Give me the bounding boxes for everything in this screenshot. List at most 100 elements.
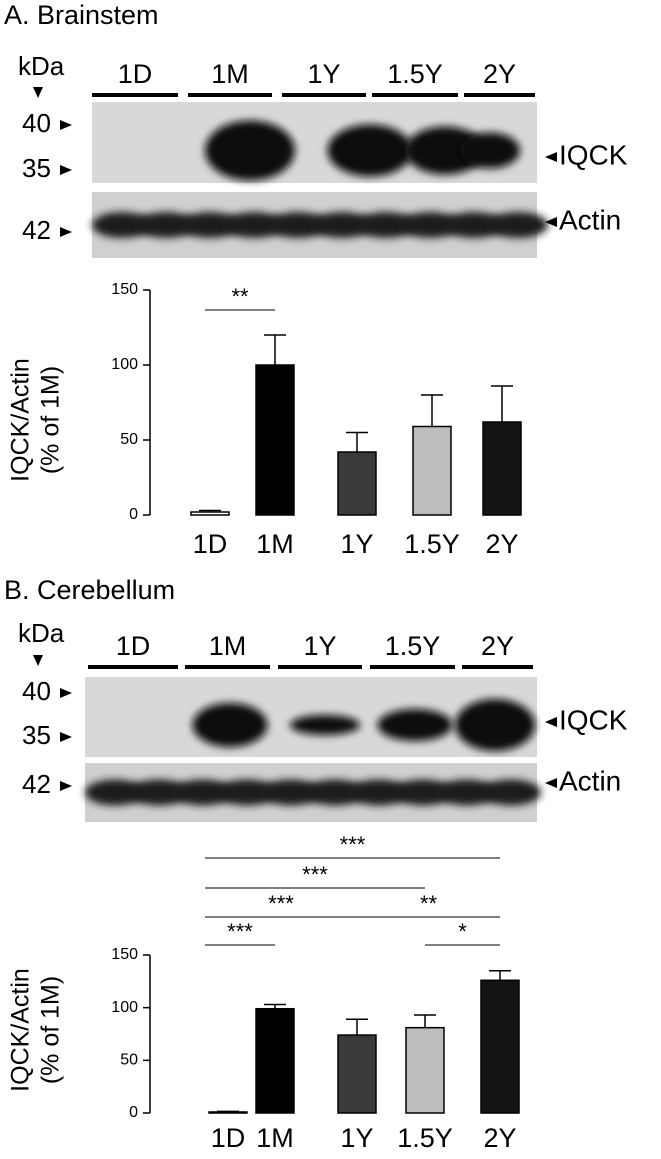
band-arrow xyxy=(545,717,557,727)
blot-unit: kDa xyxy=(18,618,65,648)
y-axis-label: IQCK/Actin xyxy=(7,358,35,482)
error-bar xyxy=(346,1018,368,1036)
blot-band xyxy=(261,779,321,806)
x-tick-label: 1.5Y xyxy=(404,529,460,559)
x-tick-label: 2Y xyxy=(483,1123,516,1153)
error-bar xyxy=(489,970,511,981)
lane-label: 1Y xyxy=(303,631,336,661)
error-bar xyxy=(264,1003,286,1009)
x-tick-label: 1M xyxy=(256,1123,294,1153)
marker-label: 35 xyxy=(22,720,51,750)
blot-band xyxy=(405,126,485,175)
y-axis-label: IQCK/Actin xyxy=(7,968,35,1092)
significance-label: *** xyxy=(302,862,328,887)
blot-band xyxy=(455,699,535,751)
y-tick-label: 0 xyxy=(129,1104,138,1121)
lane-label: 1D xyxy=(116,631,151,661)
x-tick-label: 1Y xyxy=(340,1123,373,1153)
panel-title: A. Brainstem xyxy=(4,0,159,30)
significance-label: *** xyxy=(268,891,294,916)
blot-band xyxy=(444,212,504,238)
y-tick-label: 150 xyxy=(111,946,138,963)
blot-band xyxy=(192,703,268,747)
blot-band xyxy=(312,212,372,238)
bar xyxy=(190,511,230,516)
marker-label: 40 xyxy=(22,676,51,706)
lane-label: 1M xyxy=(209,631,247,661)
x-tick-label: 1Y xyxy=(340,529,373,559)
marker-label: 35 xyxy=(22,153,51,183)
blot-band xyxy=(217,779,277,806)
x-tick-label: 1D xyxy=(193,529,228,559)
error-bar xyxy=(217,1110,239,1113)
x-tick-label: 1D xyxy=(211,1123,246,1153)
x-tick-label: 1M xyxy=(256,529,294,559)
blot-band xyxy=(85,779,145,806)
marker-arrow xyxy=(60,227,72,237)
y-tick-label: 0 xyxy=(129,506,138,523)
bar xyxy=(480,979,520,1114)
significance-label: *** xyxy=(340,832,366,857)
blot-band xyxy=(460,132,520,169)
x-tick-label: 2Y xyxy=(485,529,518,559)
lane-label: 1Y xyxy=(307,59,340,89)
error-bar xyxy=(346,431,368,452)
blot-band xyxy=(400,212,460,238)
band-label: IQCK xyxy=(559,139,628,170)
blot-band xyxy=(129,779,189,806)
lane-label: 1.5Y xyxy=(387,59,443,89)
blot-band xyxy=(224,212,284,238)
blot-band xyxy=(393,779,453,806)
y-tick-label: 50 xyxy=(120,431,138,448)
significance-label: ** xyxy=(420,891,438,916)
marker-arrow xyxy=(60,781,72,791)
error-bar xyxy=(491,385,513,422)
lane-label: 2Y xyxy=(483,59,516,89)
band-label: Actin xyxy=(559,765,621,796)
blot-band xyxy=(488,212,548,238)
blot-band xyxy=(173,779,233,806)
blot-band xyxy=(268,212,328,238)
bar xyxy=(337,1034,377,1114)
lane-label: 2Y xyxy=(481,631,514,661)
band-label: Actin xyxy=(559,204,621,235)
error-bar xyxy=(421,394,443,427)
lane-label: 1M xyxy=(211,59,249,89)
marker-arrow xyxy=(60,732,72,742)
error-bar xyxy=(264,334,286,365)
y-tick-label: 50 xyxy=(120,1052,138,1069)
lane-label: 1.5Y xyxy=(385,631,441,661)
y-axis-label: (% of 1M) xyxy=(37,976,65,1084)
unit-arrow xyxy=(33,655,43,666)
blot-band xyxy=(290,715,360,735)
blot-band xyxy=(349,779,409,806)
unit-arrow xyxy=(33,87,43,98)
blot-band xyxy=(180,212,240,238)
bar xyxy=(482,421,522,516)
y-tick-label: 100 xyxy=(111,356,138,373)
blot-band xyxy=(305,779,365,806)
error-bar xyxy=(199,509,221,512)
x-tick-label: 1.5Y xyxy=(397,1123,453,1153)
marker-label: 42 xyxy=(22,215,51,245)
y-tick-label: 150 xyxy=(111,281,138,298)
y-axis-label: (% of 1M) xyxy=(37,366,65,474)
significance-label: * xyxy=(458,919,467,944)
marker-label: 42 xyxy=(22,769,51,799)
panel-title: B. Cerebellum xyxy=(4,575,175,605)
blot-band xyxy=(481,779,541,806)
marker-arrow xyxy=(60,120,72,130)
blot-band xyxy=(377,709,453,741)
band-arrow xyxy=(545,152,557,162)
band-arrow xyxy=(545,778,557,788)
blot-band xyxy=(327,124,413,177)
blot-unit: kDa xyxy=(18,51,65,81)
bar xyxy=(405,1026,445,1114)
significance-label: ** xyxy=(231,284,249,309)
band-label: IQCK xyxy=(559,704,628,735)
error-bar xyxy=(414,1014,436,1028)
bar xyxy=(255,1007,295,1114)
bar xyxy=(412,425,452,516)
